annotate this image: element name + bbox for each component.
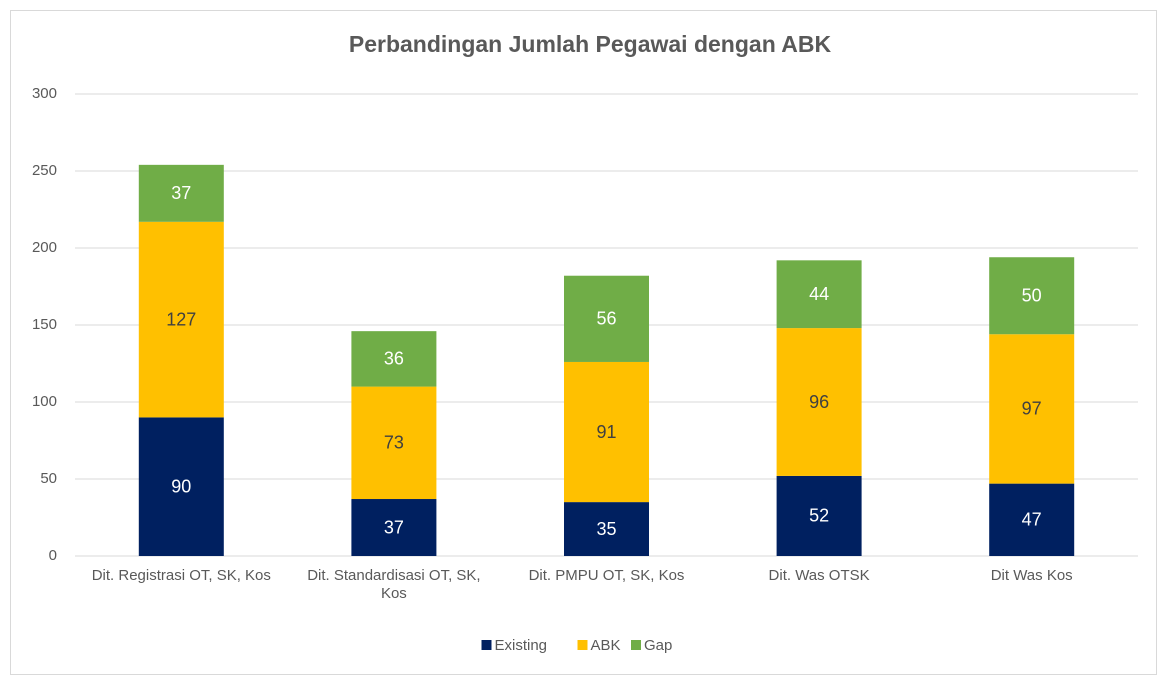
bar-segment (776, 475, 862, 556)
legend-label: Existing (495, 637, 548, 654)
data-label: 44 (809, 284, 829, 304)
y-tick-label: 150 (32, 316, 57, 333)
data-label: 73 (384, 433, 404, 453)
legend-label: Gap (644, 637, 672, 654)
bar-segment (776, 260, 862, 329)
x-tick-label: Dit. Registrasi OT, SK, Kos (91, 567, 271, 584)
data-label: 52 (809, 506, 829, 526)
data-label: 56 (596, 309, 616, 329)
bar-segment (564, 502, 649, 556)
legend-label: ABK (591, 637, 621, 654)
bar-segment (989, 483, 1075, 556)
data-label: 91 (596, 422, 616, 442)
bar-segment (564, 361, 649, 503)
y-tick-label: 200 (32, 239, 57, 256)
data-label: 37 (171, 183, 191, 203)
legend-swatch (631, 640, 641, 650)
bar-segment (989, 257, 1075, 335)
x-tick-label: Dit. Was OTSK (768, 567, 870, 584)
bar-segment (138, 221, 224, 418)
y-tick-label: 50 (40, 470, 57, 487)
data-label: 35 (596, 519, 616, 539)
legend-swatch (577, 640, 588, 650)
legend-swatch (481, 640, 492, 650)
bar-segment (564, 275, 649, 362)
y-tick-label: 250 (32, 162, 57, 179)
bar-segment (351, 331, 437, 387)
y-tick-label: 300 (32, 85, 57, 102)
data-label: 96 (809, 392, 829, 412)
x-tick-label: Dit Was Kos (990, 567, 1073, 584)
x-tick-label: Dit. Standardisasi OT, SK, Kos (307, 567, 481, 602)
data-label: 97 (1022, 399, 1042, 419)
bar-segment (351, 386, 437, 500)
data-label: 37 (384, 517, 404, 537)
data-label: 90 (171, 476, 191, 496)
bar-segment (351, 499, 437, 556)
data-label: 36 (384, 349, 404, 369)
bar-segment (138, 164, 224, 222)
data-label: 127 (166, 309, 196, 329)
bar-segment (776, 328, 862, 476)
bar-segment (138, 417, 224, 556)
y-tick-label: 0 (49, 547, 57, 564)
chart-title: Perbandingan Jumlah Pegawai dengan ABK (349, 31, 832, 57)
data-label: 50 (1022, 285, 1042, 305)
y-tick-label: 100 (32, 393, 57, 410)
bar-segment (989, 334, 1075, 484)
data-label: 47 (1022, 510, 1042, 530)
x-tick-label: Dit. PMPU OT, SK, Kos (528, 567, 685, 584)
